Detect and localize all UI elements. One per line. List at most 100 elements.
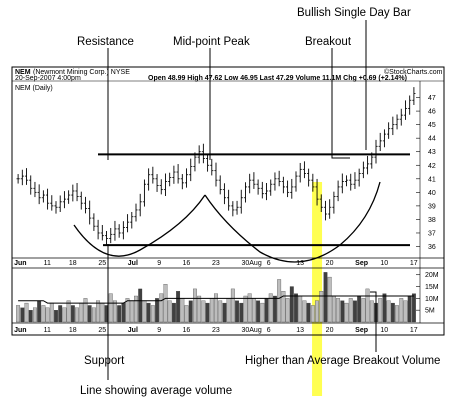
volume-bar	[87, 305, 92, 323]
price-tick-label: 37	[428, 230, 436, 237]
price-bar	[41, 190, 45, 203]
price-bars	[16, 87, 416, 245]
price-bar	[159, 179, 163, 195]
price-bar	[24, 168, 29, 185]
bullish-bar-label: Bullish Single Day Bar	[297, 7, 411, 19]
date-tick-label: Jun	[14, 327, 26, 334]
volume-bar	[45, 307, 50, 323]
price-bar	[378, 132, 382, 152]
price-bar	[382, 129, 387, 148]
volume-bar	[66, 300, 71, 323]
volume-bar	[251, 298, 256, 323]
volume-bar	[382, 293, 387, 323]
price-tick-label: 43	[428, 149, 436, 156]
price-bar	[201, 143, 205, 164]
volume-bar	[331, 295, 336, 323]
volume-bar	[83, 298, 88, 323]
volume-bar	[121, 302, 126, 323]
avg-volume-label: Line showing average volume	[80, 385, 232, 397]
volume-bar	[327, 276, 332, 323]
price-bar	[54, 201, 58, 214]
volume-bar	[146, 302, 151, 323]
volume-bar	[62, 307, 67, 323]
price-bar	[391, 116, 395, 136]
volume-bar	[319, 291, 324, 323]
price-bar	[344, 175, 349, 187]
price-bar	[71, 184, 75, 202]
price-bar	[45, 188, 50, 210]
price-bar	[311, 173, 315, 192]
price-bar	[37, 184, 41, 205]
volume-bar	[353, 300, 357, 323]
volume-bar	[201, 300, 206, 323]
volume-bar	[159, 293, 164, 323]
date-tick-label: 9	[157, 260, 161, 267]
price-bar	[104, 230, 109, 245]
breakout-volume-leader	[370, 291, 377, 352]
volume-bar	[348, 298, 353, 323]
date-tick-label: Sep	[355, 260, 368, 267]
price-tick-label: 45	[428, 122, 436, 129]
price-bar	[197, 145, 201, 164]
date-tick-label: 11	[44, 327, 51, 334]
volume-bar	[125, 298, 130, 323]
date-tick-label: 18	[69, 327, 77, 334]
price-bar	[210, 158, 214, 176]
price-bar	[307, 168, 311, 187]
volume-bar	[134, 295, 138, 323]
price-bar	[20, 169, 24, 186]
volume-bar	[113, 300, 117, 323]
price-bar	[399, 108, 403, 126]
volume-bar	[41, 305, 46, 323]
volume-bar	[365, 288, 370, 323]
price-bar	[302, 161, 307, 179]
date-tick-label: 10	[380, 260, 388, 267]
volume-bar	[230, 288, 235, 323]
volume-bar	[369, 300, 374, 323]
date-tick-label: 30Aug	[241, 260, 261, 267]
volume-bar	[155, 298, 159, 323]
price-bar	[273, 172, 277, 191]
volume-tick-label: 5M	[425, 308, 435, 315]
price-bar	[353, 172, 357, 189]
volume-bar	[239, 302, 244, 323]
price-bar	[374, 139, 378, 164]
volume-bar	[108, 293, 113, 323]
volume-bar	[16, 305, 21, 323]
volume-bar	[336, 298, 341, 323]
header-company: (Newmont Mining Corp.) NYSE	[33, 69, 130, 76]
price-bar	[323, 200, 328, 221]
date-tick-label: 20	[326, 327, 334, 334]
price-bar	[370, 152, 374, 169]
price-bar	[100, 224, 104, 241]
price-bar	[252, 172, 256, 189]
price-bar	[243, 182, 248, 203]
volume-bar	[277, 279, 282, 323]
volume-bar	[171, 302, 176, 323]
volume-bar	[205, 302, 210, 323]
date-tick-label: 20	[326, 260, 334, 267]
date-tick-label: 18	[69, 260, 77, 267]
volume-bar	[218, 300, 223, 323]
volume-bar	[37, 300, 42, 323]
price-tick-label: 41	[428, 176, 436, 183]
volume-bar	[315, 300, 319, 323]
price-bar	[147, 168, 151, 191]
date-tick-label: 9	[157, 327, 161, 334]
volume-bar	[298, 295, 303, 323]
volume-bar	[310, 305, 315, 323]
volume-bar	[100, 302, 105, 323]
price-bar	[50, 195, 54, 211]
date-tick-label: 25	[98, 260, 106, 267]
price-bar	[361, 161, 365, 179]
price-bar	[285, 180, 290, 198]
price-bar	[239, 189, 243, 214]
price-bar	[138, 193, 142, 217]
price-bar	[336, 180, 340, 202]
price-bar	[315, 178, 319, 206]
price-bar	[96, 219, 100, 240]
price-bar	[130, 211, 134, 229]
price-bar	[365, 155, 370, 175]
volume-bar	[75, 307, 79, 323]
